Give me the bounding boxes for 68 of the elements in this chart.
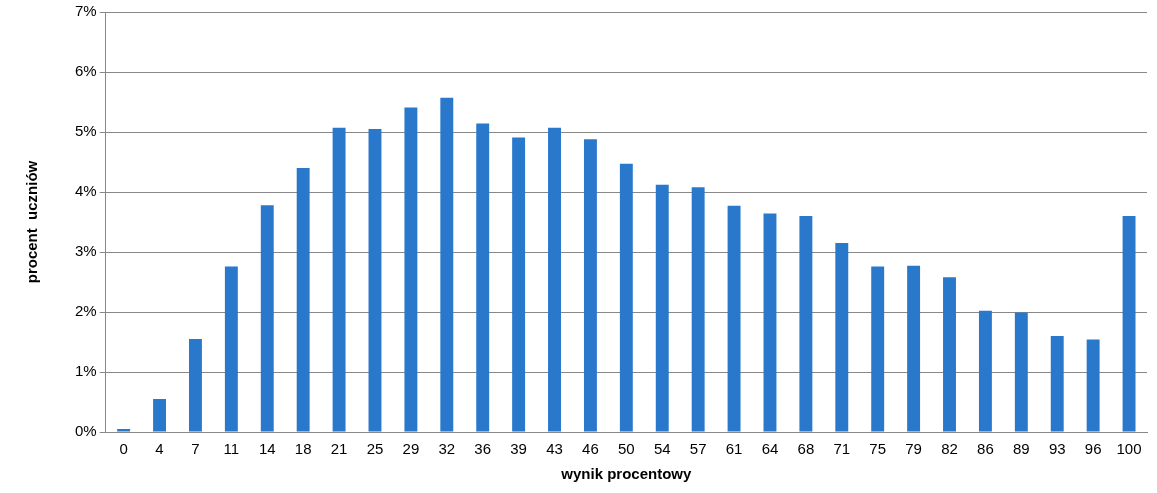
bar xyxy=(1122,216,1136,432)
bar xyxy=(871,266,885,432)
bar xyxy=(763,213,777,432)
bar xyxy=(117,429,131,432)
x-tick-label: 57 xyxy=(689,440,707,458)
x-tick-label: 86 xyxy=(977,440,994,458)
bar xyxy=(548,127,561,432)
y-tick-label: 1% xyxy=(74,362,97,380)
x-tick-label: 25 xyxy=(366,440,384,458)
bar xyxy=(332,127,346,432)
y-tick-label: 2% xyxy=(74,302,97,320)
y-tick-label: 7% xyxy=(74,2,97,20)
bar xyxy=(188,339,202,432)
bar xyxy=(691,187,705,432)
x-tick-label: 82 xyxy=(941,440,958,458)
bar xyxy=(224,266,238,432)
x-tick-label: 96 xyxy=(1084,440,1102,458)
bar xyxy=(153,399,166,432)
x-tick-label: 64 xyxy=(761,440,779,458)
y-tick-label: 6% xyxy=(74,62,97,80)
bar xyxy=(440,97,454,432)
bar xyxy=(907,265,921,432)
x-tick-label: 29 xyxy=(402,440,420,458)
x-tick-label: 75 xyxy=(869,440,887,458)
x-tick-label: 54 xyxy=(653,440,671,458)
x-tick-label: 50 xyxy=(618,440,635,458)
bar xyxy=(1014,312,1028,432)
x-tick-label: 39 xyxy=(510,440,527,458)
x-tick-label: 18 xyxy=(294,440,312,458)
x-tick-label: 100 xyxy=(1116,440,1142,458)
x-tick-label: 14 xyxy=(258,440,276,458)
x-tick-label: 32 xyxy=(438,440,456,458)
x-tick-label: 79 xyxy=(905,440,922,458)
bar xyxy=(260,205,274,432)
y-tick-label: 0% xyxy=(74,422,97,440)
bar xyxy=(583,139,597,432)
bar xyxy=(404,107,418,432)
x-tick-label: 93 xyxy=(1048,440,1066,458)
y-axis-title: procent uczniów xyxy=(23,160,41,284)
x-axis-title: wynik procentowy xyxy=(560,465,693,483)
bar xyxy=(799,216,813,432)
x-tick-label: 0 xyxy=(119,440,128,458)
x-tick-label: 71 xyxy=(833,440,851,458)
bar xyxy=(727,205,741,432)
x-tick-label: 43 xyxy=(546,440,563,458)
x-tick-label: 61 xyxy=(725,440,743,458)
x-tick-label: 11 xyxy=(223,440,240,458)
bar xyxy=(1050,336,1064,432)
x-tick-label: 36 xyxy=(474,440,492,458)
bar xyxy=(619,163,633,432)
y-tick-label: 4% xyxy=(74,182,97,200)
bar xyxy=(943,277,956,432)
x-tick-label: 4 xyxy=(155,440,164,458)
x-tick-label: 7 xyxy=(191,440,200,458)
bar xyxy=(476,123,490,432)
y-tick-label: 3% xyxy=(74,242,97,260)
bar xyxy=(655,184,669,432)
bar xyxy=(835,243,849,432)
x-tick-label: 46 xyxy=(582,440,599,458)
x-tick-label: 68 xyxy=(797,440,815,458)
bar xyxy=(296,168,310,432)
bar xyxy=(1086,339,1100,432)
y-tick-label: 5% xyxy=(74,122,97,140)
bar xyxy=(368,129,382,432)
x-tick-label: 89 xyxy=(1012,440,1030,458)
bar xyxy=(978,310,992,432)
x-tick-label: 21 xyxy=(330,440,348,458)
bar xyxy=(512,137,526,432)
